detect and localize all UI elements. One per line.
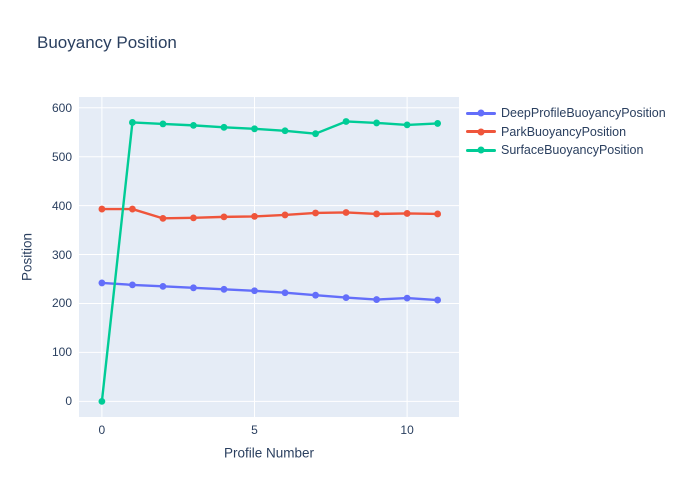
y-tick-label: 600 [51,100,72,115]
plot-area[interactable] [79,97,459,417]
y-tick-label: 300 [51,247,72,262]
legend-item-deep-profile-buoyancy-position[interactable]: DeepProfileBuoyancyPosition [466,104,666,123]
y-tick-label: 200 [51,296,72,311]
y-tick-label: 400 [51,198,72,213]
legend-label: ParkBuoyancyPosition [501,124,627,139]
y-tick-label: 500 [51,149,72,164]
legend-label: DeepProfileBuoyancyPosition [501,106,666,121]
legend-label: SurfaceBuoyancyPosition [501,143,644,158]
plot-canvas[interactable] [79,97,459,417]
y-tick-label: 0 [65,394,72,409]
legend: DeepProfileBuoyancyPosition ParkBuoyancy… [466,104,666,160]
x-tick-label: 0 [98,423,106,437]
legend-item-park-buoyancy-position[interactable]: ParkBuoyancyPosition [466,123,666,142]
legend-item-surface-buoyancy-position[interactable]: SurfaceBuoyancyPosition [466,141,666,160]
legend-line-marker-swatch [466,127,496,137]
x-tick-label: 5 [251,423,258,437]
y-tick-label: 100 [51,345,72,360]
legend-line-marker-swatch [466,145,496,155]
legend-line-marker-swatch [466,108,496,118]
chart-title: Buoyancy Position [37,33,177,52]
x-axis-title: Profile Number [223,445,315,461]
x-tick-label: 10 [400,423,414,437]
